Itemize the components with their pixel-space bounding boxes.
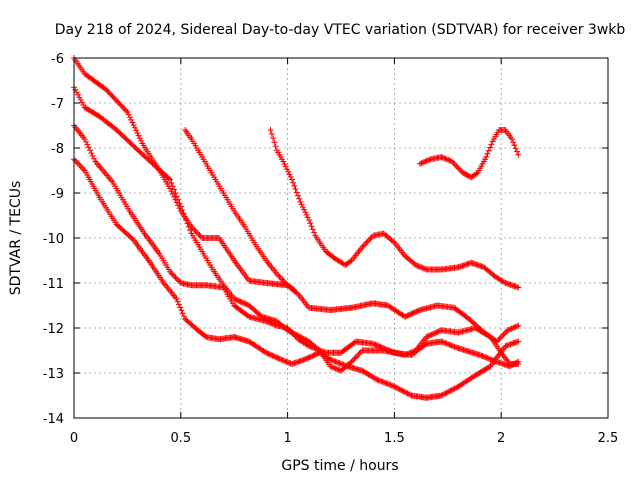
y-tick-label: -11 xyxy=(43,277,64,292)
x-axis-label: GPS time / hours xyxy=(281,458,398,474)
x-tick-labels: 0 0.5 1 1.5 2 2.5 xyxy=(70,431,618,446)
plot-frame xyxy=(73,57,609,419)
series-s6 xyxy=(267,127,522,291)
y-tick-labels: -6 -7 -8 -9 -10 -11 -12 -13 -14 xyxy=(43,52,64,427)
y-tick-label: -14 xyxy=(43,412,64,427)
series-markers xyxy=(71,55,522,345)
series-s5 xyxy=(182,127,297,293)
x-tick-label: 1 xyxy=(283,431,291,446)
y-tick-label: -9 xyxy=(51,187,64,202)
y-tick-label: -8 xyxy=(51,142,64,157)
y-tick-label: -12 xyxy=(43,322,64,337)
series-s4 xyxy=(71,156,522,401)
y-tick-label: -13 xyxy=(43,367,64,382)
series-markers xyxy=(71,84,522,374)
y-tick-label: -7 xyxy=(51,97,64,112)
data-series xyxy=(71,55,522,401)
chart-title: Day 218 of 2024, Sidereal Day-to-day VTE… xyxy=(55,22,626,38)
series-s2 xyxy=(71,84,522,374)
grid-lines xyxy=(73,57,609,419)
series-markers xyxy=(182,127,297,293)
x-tick-label: 0.5 xyxy=(170,431,191,446)
y-tick-label: -6 xyxy=(51,52,64,67)
series-markers xyxy=(71,156,522,401)
series-s1 xyxy=(71,55,522,345)
y-axis-label: SDTVAR / TECUs xyxy=(8,181,24,296)
x-tick-label: 2 xyxy=(497,431,505,446)
x-tick-label: 2.5 xyxy=(598,431,619,446)
series-markers xyxy=(417,127,522,181)
x-tick-label: 0 xyxy=(70,431,78,446)
series-s7 xyxy=(417,127,522,181)
x-tick-label: 1.5 xyxy=(384,431,405,446)
y-tick-label: -10 xyxy=(43,232,64,247)
series-markers xyxy=(267,127,522,291)
